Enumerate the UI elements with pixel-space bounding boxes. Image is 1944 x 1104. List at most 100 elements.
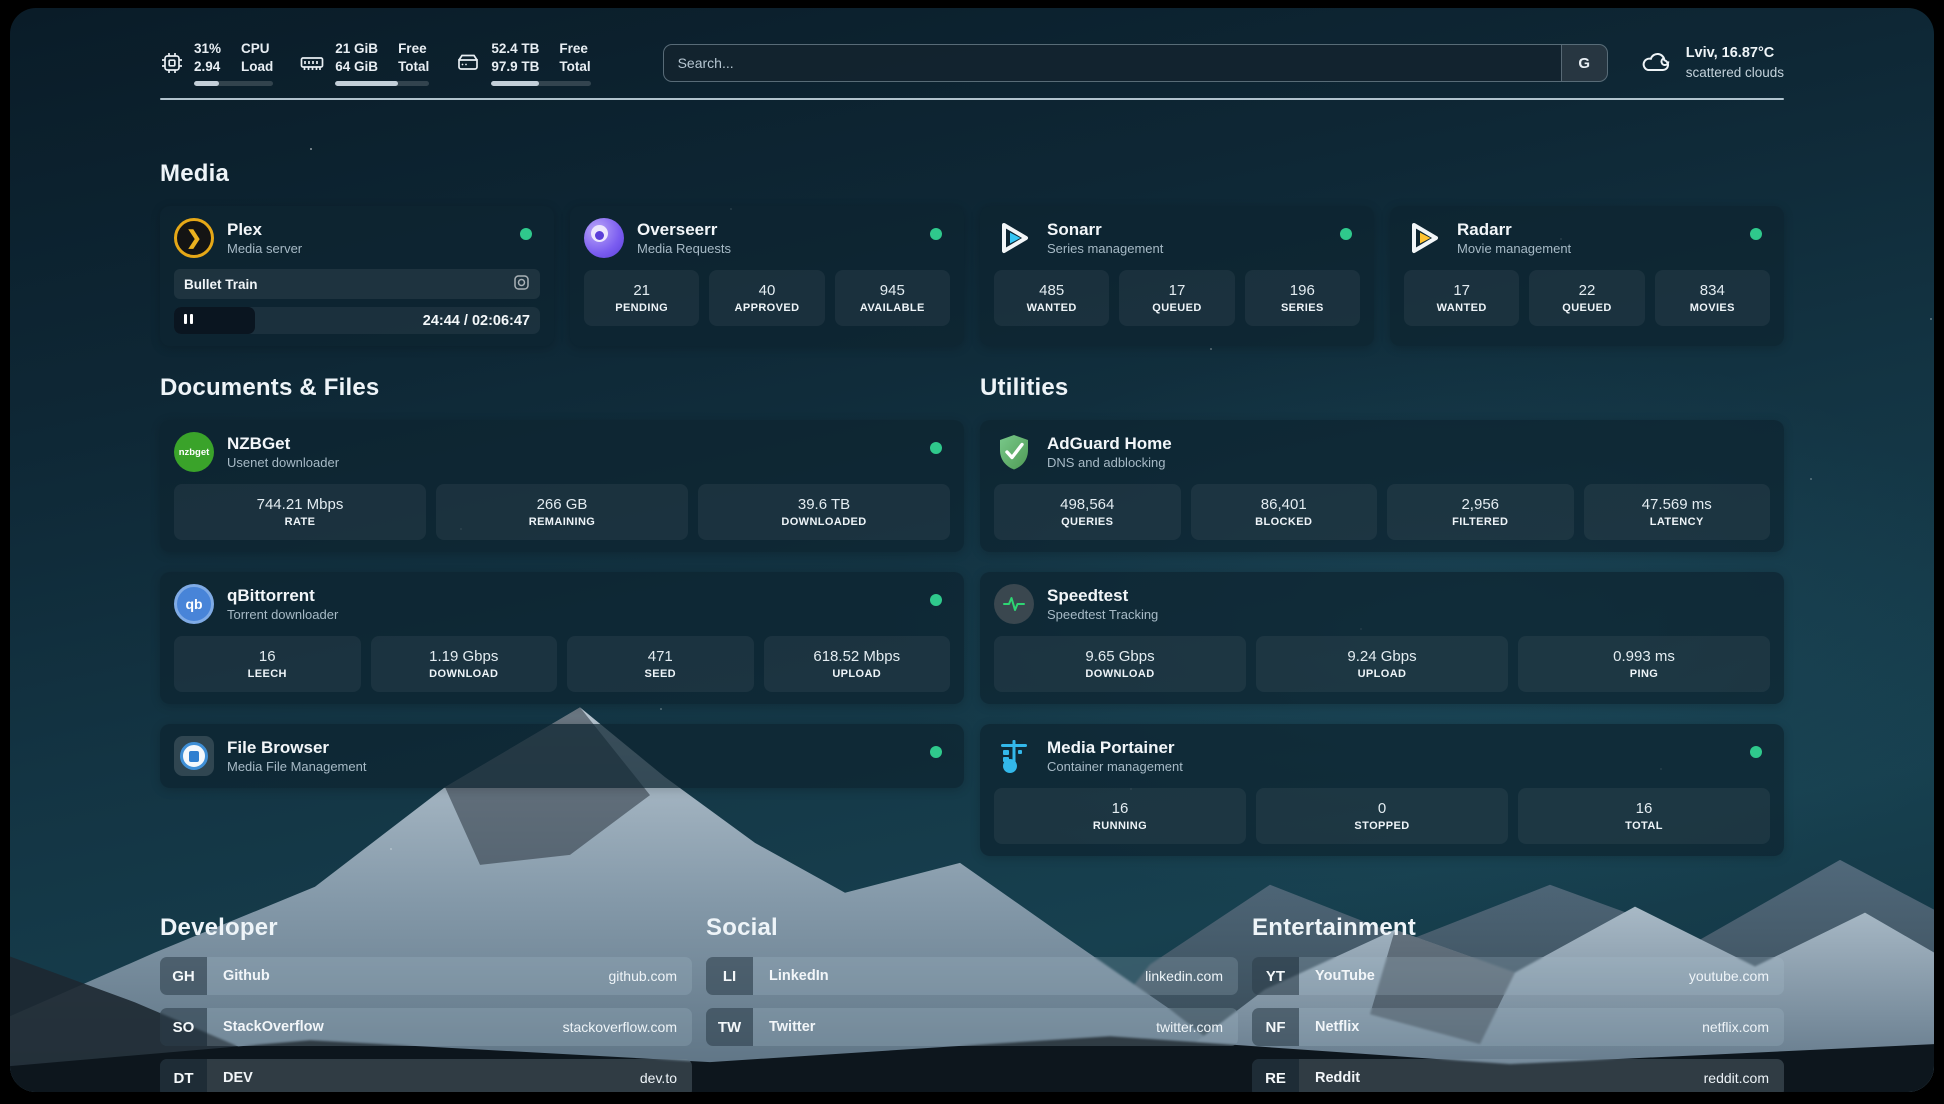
bookmark-dev[interactable]: DT DEV dev.to [160, 1059, 692, 1092]
weather-widget[interactable]: Lviv, 16.87°C scattered clouds [1638, 43, 1784, 83]
stackoverflow-abbr: SO [160, 1008, 207, 1046]
cpu-progress-track [194, 80, 274, 86]
search-bar: G [662, 44, 1608, 82]
screen-icon[interactable] [513, 274, 530, 294]
adguard-stat-queries: 498,564 QUERIES [994, 484, 1181, 540]
playback-progress-fill [174, 307, 255, 334]
qbittorrent-card[interactable]: qb qBittorrent Torrent downloader 16 LEE… [160, 572, 964, 704]
reddit-abbr: RE [1252, 1059, 1299, 1092]
search-input[interactable] [662, 44, 1608, 82]
adguard-stat-latency: 47.569 ms LATENCY [1583, 484, 1770, 540]
filebrowser-card[interactable]: File Browser Media File Management [160, 724, 964, 788]
ram-free-label: Free [398, 41, 427, 57]
plex-title: Plex [227, 219, 262, 239]
overseerr-status-dot [930, 228, 942, 240]
developer-column: Developer GH Github github.com SO StackO… [160, 914, 692, 1092]
bookmark-stackoverflow[interactable]: SO StackOverflow stackoverflow.com [160, 1008, 692, 1046]
documents-heading: Documents & Files [160, 374, 380, 401]
sonarr-icon [994, 218, 1034, 258]
dashboard-window: 31% 2.94 CPU Load [10, 8, 1934, 1092]
adguard-title: AdGuard Home [1047, 433, 1172, 453]
nzbget-stat-downloaded: 39.6 TB DOWNLOADED [698, 484, 950, 540]
youtube-url: youtube.com [1688, 968, 1769, 984]
linkedin-abbr: LI [706, 957, 753, 995]
weather-location-temp: Lviv, 16.87°C [1685, 45, 1775, 62]
youtube-name: YouTube [1315, 968, 1375, 984]
playback-time: 24:44 / 02:06:47 [422, 312, 530, 329]
qbittorrent-stat-download: 1.19 Gbps DOWNLOAD [370, 636, 557, 692]
radarr-card[interactable]: Radarr Movie management 17 WANTED 22 QUE… [1390, 206, 1784, 346]
playback-progress-bar[interactable]: 24:44 / 02:06:47 [174, 307, 540, 334]
search-engine-button[interactable]: G [1560, 45, 1607, 81]
youtube-abbr: YT [1252, 957, 1299, 995]
plex-subtitle: Media server [227, 240, 303, 256]
utilities-column: Utilities [980, 374, 1784, 856]
qbittorrent-title: qBittorrent [227, 585, 315, 605]
netflix-url: netflix.com [1702, 1019, 1769, 1035]
radarr-stat-queued: 22 QUEUED [1529, 270, 1645, 326]
bookmark-github[interactable]: GH Github github.com [160, 957, 692, 995]
adguard-icon [994, 432, 1034, 472]
nzbget-status-dot [930, 442, 942, 454]
now-playing-row: Bullet Train [174, 269, 540, 299]
entertainment-column: Entertainment YT YouTube youtube.com NF … [1252, 914, 1784, 1092]
adguard-subtitle: DNS and adblocking [1047, 454, 1166, 470]
dev-name: DEV [223, 1070, 253, 1086]
speedtest-stat-upload: 9.24 Gbps UPLOAD [1256, 636, 1508, 692]
overseerr-title: Overseerr [637, 219, 718, 239]
documents-column: Documents & Files nzbget NZBGet Usenet d… [160, 374, 964, 856]
plex-status-dot [520, 228, 532, 240]
social-column: Social LI LinkedIn linkedin.com TW Twitt… [706, 914, 1238, 1092]
snow-speckles [310, 148, 312, 150]
netflix-abbr: NF [1252, 1008, 1299, 1046]
portainer-status-dot [1750, 746, 1762, 758]
qbittorrent-stat-leech: 16 LEECH [174, 636, 361, 692]
sonarr-card[interactable]: Sonarr Series management 485 WANTED 17 Q… [980, 206, 1374, 346]
portainer-stat-stopped: 0 STOPPED [1256, 788, 1508, 844]
pause-icon[interactable] [183, 312, 194, 330]
netflix-name: Netflix [1315, 1019, 1360, 1035]
github-url: github.com [608, 968, 677, 984]
sonarr-status-dot [1340, 228, 1352, 240]
adguard-card[interactable]: AdGuard Home DNS and adblocking 498,564 … [980, 420, 1784, 552]
overseerr-icon [584, 218, 624, 258]
ram-progress-track [335, 80, 430, 86]
disk-free-value: 52.4 TB [491, 41, 540, 57]
top-bar: 31% 2.94 CPU Load [160, 8, 1784, 92]
utilities-heading: Utilities [980, 374, 1069, 401]
overseerr-card[interactable]: Overseerr Media Requests 21 PENDING 40 A… [570, 206, 964, 346]
github-abbr: GH [160, 957, 207, 995]
disk-total-label: Total [559, 59, 591, 74]
qbittorrent-icon: qb [174, 584, 214, 624]
bookmark-reddit[interactable]: RE Reddit reddit.com [1252, 1059, 1784, 1092]
dev-url: dev.to [639, 1070, 677, 1086]
reddit-name: Reddit [1315, 1070, 1361, 1086]
portainer-subtitle: Container management [1047, 758, 1183, 774]
sonarr-subtitle: Series management [1047, 240, 1164, 256]
radarr-subtitle: Movie management [1457, 240, 1572, 256]
bookmark-youtube[interactable]: YT YouTube youtube.com [1252, 957, 1784, 995]
radarr-title: Radarr [1457, 219, 1512, 239]
weather-condition: scattered clouds [1685, 64, 1784, 80]
plex-icon: ❯ [174, 218, 214, 258]
search-engine-label: G [1578, 54, 1591, 72]
nzbget-card[interactable]: nzbget NZBGet Usenet downloader 744.21 M… [160, 420, 964, 552]
speedtest-card[interactable]: Speedtest Speedtest Tracking 9.65 Gbps D… [980, 572, 1784, 704]
filebrowser-icon [174, 736, 214, 776]
stackoverflow-name: StackOverflow [223, 1019, 324, 1035]
nzbget-stat-rate: 744.21 Mbps RATE [174, 484, 426, 540]
bookmark-twitter[interactable]: TW Twitter twitter.com [706, 1008, 1238, 1046]
nzbget-subtitle: Usenet downloader [227, 454, 340, 470]
disk-progress-fill [491, 80, 539, 86]
overseerr-stat-available: 945 AVAILABLE [834, 270, 950, 326]
bookmark-linkedin[interactable]: LI LinkedIn linkedin.com [706, 957, 1238, 995]
nzbget-icon: nzbget [174, 432, 214, 472]
plex-card[interactable]: ❯ Plex Media server Bullet Train [160, 206, 554, 346]
radarr-icon [1404, 218, 1444, 258]
bookmark-netflix[interactable]: NF Netflix netflix.com [1252, 1008, 1784, 1046]
github-name: Github [223, 968, 270, 984]
portainer-card[interactable]: Media Portainer Container management 16 … [980, 724, 1784, 856]
sonarr-title: Sonarr [1047, 219, 1102, 239]
linkedin-name: LinkedIn [769, 968, 829, 984]
filebrowser-title: File Browser [227, 737, 330, 757]
